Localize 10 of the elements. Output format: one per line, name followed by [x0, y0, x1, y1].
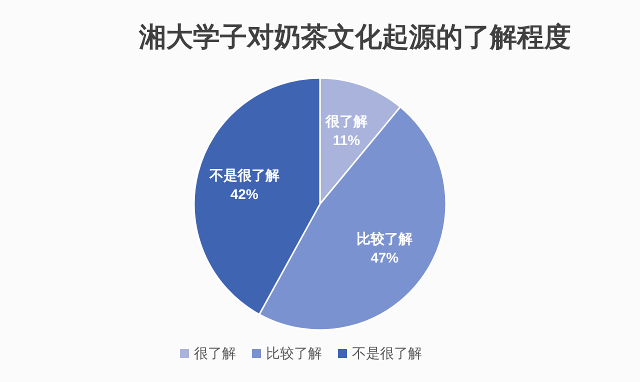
slice-label: 很了解 — [324, 113, 368, 129]
legend-label: 不是很了解 — [352, 345, 422, 361]
slice-label: 比较了解 — [356, 230, 413, 246]
data-label: 47% — [370, 249, 400, 266]
slice-label: 不是很了解 — [208, 167, 280, 184]
legend-label: 很了解 — [194, 345, 236, 361]
data-label: 42% — [230, 186, 259, 202]
chart-title: 湘大学子对奶茶文化起源的了解程度 — [138, 22, 571, 52]
data-label: 11% — [332, 132, 361, 148]
legend-label: 比较了解 — [266, 345, 322, 361]
